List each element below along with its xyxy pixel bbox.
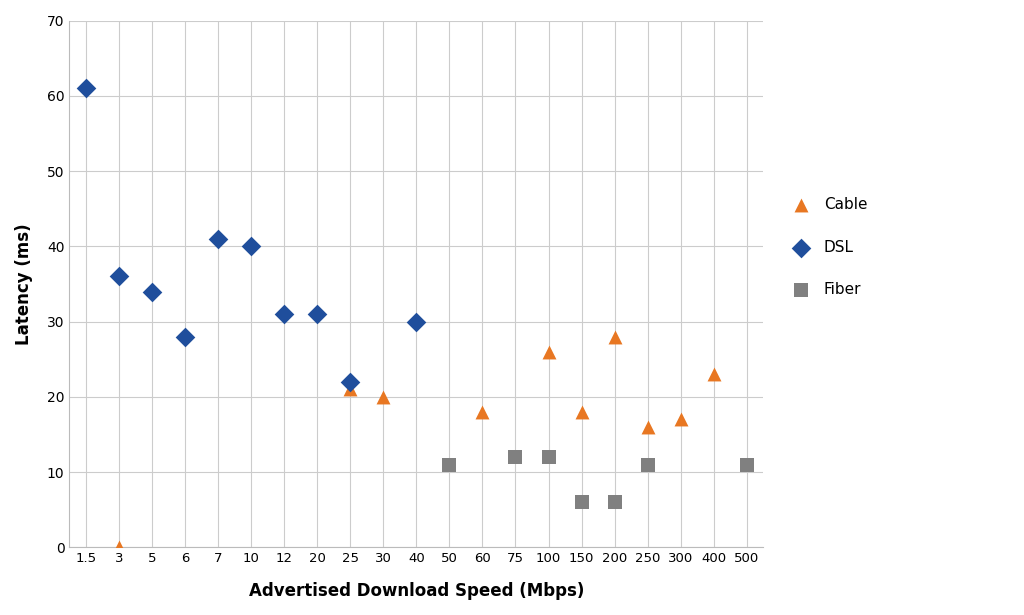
Fiber <box>606 498 623 507</box>
Legend: Cable, DSL, Fiber: Cable, DSL, Fiber <box>778 189 874 305</box>
Cable <box>606 331 623 341</box>
Fiber <box>573 498 590 507</box>
Cable <box>375 392 391 402</box>
Fiber <box>541 452 557 462</box>
Cable <box>342 384 358 394</box>
Fiber <box>441 460 458 470</box>
DSL <box>309 309 326 319</box>
Cable <box>474 407 490 417</box>
DSL <box>177 331 194 341</box>
Fiber <box>507 452 523 462</box>
Cable <box>111 542 127 552</box>
Cable <box>706 370 722 379</box>
DSL <box>243 242 259 252</box>
Cable <box>541 347 557 357</box>
Fiber <box>639 460 655 470</box>
Y-axis label: Latency (ms): Latency (ms) <box>15 223 33 345</box>
DSL <box>111 272 127 282</box>
DSL <box>342 377 358 387</box>
DSL <box>143 287 160 296</box>
DSL <box>78 84 94 93</box>
Fiber <box>738 460 755 470</box>
Cable <box>673 415 689 424</box>
Cable <box>573 407 590 417</box>
Cable <box>639 422 655 432</box>
DSL <box>409 317 425 327</box>
X-axis label: Advertised Download Speed (Mbps): Advertised Download Speed (Mbps) <box>249 582 584 600</box>
DSL <box>210 234 226 244</box>
DSL <box>276 309 293 319</box>
